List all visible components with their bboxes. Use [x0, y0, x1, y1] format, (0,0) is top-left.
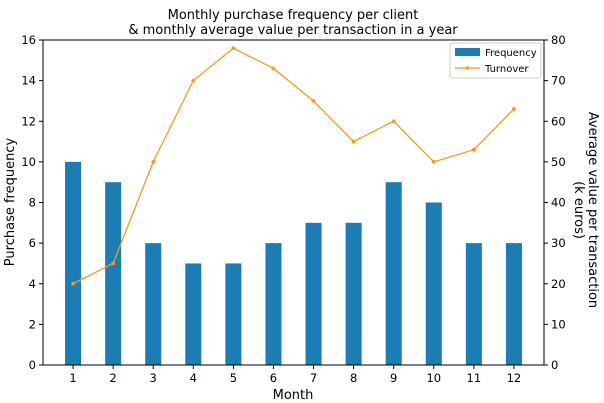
- point-turnover-month-2: [111, 261, 116, 266]
- x-tick-label: 6: [270, 371, 277, 385]
- left-y-tick-label: 14: [21, 74, 36, 88]
- left-y-tick-label: 16: [21, 33, 36, 47]
- x-tick-label: 9: [390, 371, 397, 385]
- x-tick-label: 10: [426, 371, 441, 385]
- left-y-tick-label: 2: [29, 317, 36, 331]
- x-tick-label: 3: [150, 371, 157, 385]
- point-turnover-month-10: [431, 159, 436, 164]
- legend-marker-turnover: [465, 66, 470, 70]
- chart-title-line2: & monthly average value per transaction …: [128, 23, 458, 38]
- point-turnover-month-8: [351, 139, 356, 144]
- right-y-tick-label: 70: [551, 74, 566, 88]
- x-tick-label: 8: [350, 371, 357, 385]
- point-turnover-month-9: [391, 119, 396, 124]
- point-turnover-month-5: [231, 46, 236, 51]
- bar-frequency-month-3: [145, 243, 162, 365]
- x-axis-label: Month: [273, 388, 314, 403]
- point-turnover-month-11: [471, 147, 476, 152]
- line-turnover: [72, 47, 515, 285]
- bar-frequency-month-9: [385, 182, 402, 365]
- left-y-axis-label: Purchase frequency: [3, 138, 18, 267]
- point-turnover-month-12: [512, 107, 516, 111]
- bar-frequency-month-12: [505, 243, 522, 365]
- right-y-axis: 0 10 20 30 40 50 60 70 80: [544, 33, 566, 372]
- x-tick-label: 7: [310, 371, 317, 385]
- right-y-tick-label: 80: [551, 33, 566, 47]
- x-tick-label: 4: [190, 371, 197, 385]
- left-y-tick-label: 4: [29, 277, 36, 291]
- point-turnover-month-3: [151, 159, 156, 164]
- bar-frequency-month-7: [305, 222, 322, 365]
- legend-label-frequency: Frequency: [485, 48, 537, 59]
- left-y-tick-label: 8: [29, 196, 36, 210]
- left-y-tick-label: 12: [21, 114, 36, 128]
- right-y-tick-label: 30: [551, 236, 566, 250]
- point-turnover-month-7: [311, 99, 316, 103]
- x-axis: 1 2 3 4 5 6 7 8 9 10 11 12: [69, 365, 521, 385]
- bar-frequency-month-11: [465, 243, 482, 365]
- right-y-axis-label-line1: Average value per transaction: [585, 112, 600, 308]
- bar-frequency-month-4: [185, 263, 202, 365]
- bar-series-frequency: [65, 161, 522, 365]
- line-series-turnover: [71, 46, 516, 286]
- left-y-axis: 0 2 4 6 8 10 12 14 16: [21, 33, 43, 372]
- plot-frame: [42, 39, 545, 366]
- x-tick-label: 11: [467, 371, 482, 385]
- point-turnover-month-4: [191, 78, 196, 83]
- x-tick-label: 1: [69, 371, 76, 385]
- right-y-tick-label: 20: [551, 277, 566, 291]
- left-y-tick-label: 10: [21, 155, 36, 169]
- point-turnover-month-6: [271, 66, 276, 71]
- bar-frequency-month-8: [345, 222, 362, 365]
- left-y-tick-label: 6: [29, 236, 36, 250]
- right-y-tick-label: 40: [551, 196, 566, 210]
- right-y-tick-label: 10: [551, 317, 566, 331]
- x-tick-label: 5: [230, 371, 237, 385]
- bar-frequency-month-6: [265, 243, 282, 365]
- legend-label-turnover: Turnover: [484, 64, 529, 75]
- x-tick-label: 12: [507, 371, 522, 385]
- left-y-tick-label: 0: [29, 358, 36, 372]
- point-turnover-month-1: [71, 281, 75, 286]
- right-y-tick-label: 60: [551, 114, 566, 128]
- x-tick-label: 2: [109, 371, 116, 385]
- bar-frequency-month-2: [105, 182, 122, 365]
- legend-swatch-frequency: [455, 48, 480, 56]
- legend: Frequency Turnover: [449, 42, 542, 79]
- right-y-tick-label: 0: [551, 358, 558, 372]
- bar-frequency-month-5: [225, 263, 242, 365]
- bar-frequency-month-1: [65, 161, 82, 365]
- right-y-axis-label-line2: (k euros): [571, 181, 586, 239]
- chart-title-line1: Monthly purchase frequency per client: [168, 8, 419, 23]
- bar-frequency-month-10: [425, 202, 442, 365]
- right-y-tick-label: 50: [551, 155, 566, 169]
